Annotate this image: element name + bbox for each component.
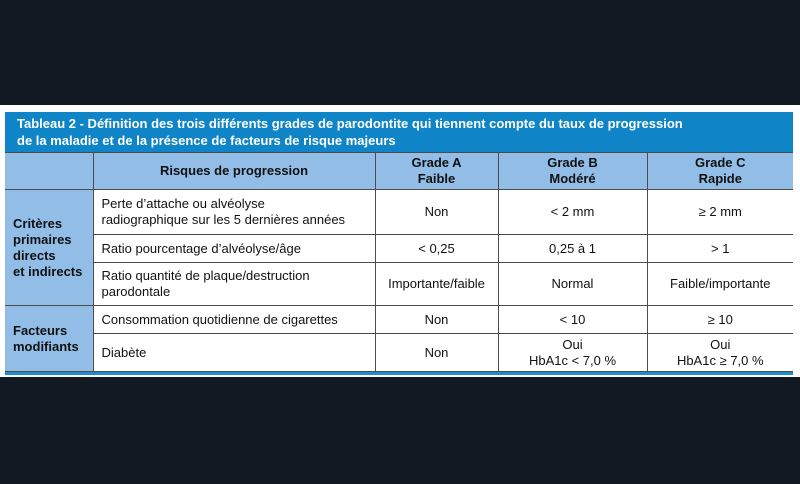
table-title: Tableau 2 - Définition des trois différe… bbox=[5, 112, 793, 152]
grade-b-cell: 0,25 à 1 bbox=[497, 234, 648, 263]
criterion-cell: Perte d’attache ou alvéolyse radiographi… bbox=[92, 189, 376, 235]
header-risques-label: Risques de progression bbox=[92, 152, 376, 190]
criterion-cell: Consommation quotidienne de cigarettes bbox=[92, 305, 376, 334]
grade-c-cell: ≥ 10 bbox=[646, 305, 793, 334]
table-row: Diabète Non Oui HbA1c < 7,0 % Oui HbA1c … bbox=[5, 333, 793, 372]
criterion-cell: Ratio quantité de plaque/destruction par… bbox=[93, 262, 376, 306]
header-empty-cell bbox=[5, 152, 94, 190]
grade-a-cell: Non bbox=[374, 305, 499, 334]
table-2-block: Tableau 2 - Définition des trois différe… bbox=[5, 112, 793, 375]
grade-c-cell: > 1 bbox=[646, 234, 793, 263]
group-label-criteres-primaires: Critères primaires directs et indirects bbox=[5, 189, 94, 306]
header-grade-c: Grade C Rapide bbox=[646, 152, 793, 190]
document-page: Tableau 2 - Définition des trois différe… bbox=[0, 105, 800, 377]
table-row: Ratio pourcentage d’alvéolyse/âge < 0,25… bbox=[5, 234, 793, 263]
grade-c-cell: Oui HbA1c ≥ 7,0 % bbox=[646, 333, 793, 372]
grade-c-cell: Faible/importante bbox=[646, 262, 793, 306]
table-row: Facteurs modifiants Consommation quotidi… bbox=[5, 305, 793, 372]
grade-c-cell: ≥ 2 mm bbox=[646, 189, 793, 235]
header-grade-b: Grade B Modéré bbox=[497, 152, 648, 190]
grade-b-cell: Normal bbox=[497, 262, 648, 306]
header-row: Risques de progression Grade A Faible Gr… bbox=[5, 152, 793, 190]
group-label-facteurs-modifiants: Facteurs modifiants bbox=[5, 305, 94, 372]
grade-a-cell: Importante/faible bbox=[374, 262, 499, 306]
criterion-cell: Ratio pourcentage d’alvéolyse/âge bbox=[93, 234, 376, 263]
grade-b-cell: < 2 mm bbox=[497, 189, 648, 235]
grade-b-cell: Oui HbA1c < 7,0 % bbox=[497, 333, 648, 372]
grade-a-cell: Non bbox=[374, 189, 499, 235]
criterion-cell: Diabète bbox=[93, 333, 376, 372]
header-grade-a: Grade A Faible bbox=[374, 152, 499, 190]
grade-a-cell: Non bbox=[374, 333, 499, 372]
grades-table: Risques de progression Grade A Faible Gr… bbox=[5, 152, 793, 372]
table-row: Critères primaires directs et indirects … bbox=[5, 189, 793, 306]
grade-b-cell: < 10 bbox=[497, 305, 648, 334]
table-row: Ratio quantité de plaque/destruction par… bbox=[5, 262, 793, 306]
grade-a-cell: < 0,25 bbox=[374, 234, 499, 263]
